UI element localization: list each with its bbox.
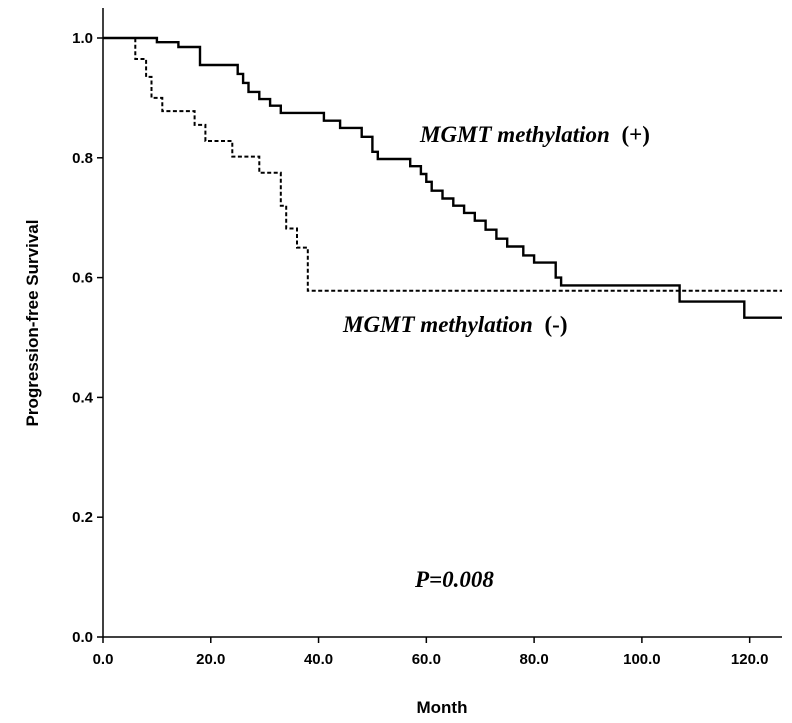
x-tick-label: 20.0 xyxy=(196,651,225,668)
series-line-positive xyxy=(103,36,782,319)
y-tick-label: 1.0 xyxy=(72,30,93,47)
x-axis-ticks: 0.0 20.0 40.0 60.0 80.0 100.0 120.0 xyxy=(93,637,769,668)
x-tick-label: 120.0 xyxy=(731,651,769,668)
y-axis-ticks: 0.0 0.2 0.4 0.6 0.8 1.0 xyxy=(72,30,103,646)
series-label-positive: MGMT methylation (+) xyxy=(419,122,650,147)
x-tick-label: 0.0 xyxy=(93,651,114,668)
x-tick-label: 40.0 xyxy=(304,651,333,668)
plot-area: 0.0 20.0 40.0 60.0 80.0 100.0 120.0 0.00.20.40… xyxy=(72,8,782,668)
x-tick-label: 80.0 xyxy=(520,651,549,668)
series-label-negative: MGMT methylation (-) xyxy=(342,312,568,337)
series-label-negative-sign: (-) xyxy=(545,312,568,337)
x-tick-label: 100.0 xyxy=(623,651,661,668)
series-label-positive-text: MGMT methylation xyxy=(419,122,610,147)
y-tick-label: 0.6 xyxy=(72,270,93,287)
x-axis-title: Month xyxy=(417,698,468,717)
y-tick-label: 0.8 xyxy=(72,150,93,167)
series-line-negative xyxy=(103,37,782,292)
series-label-positive-sign: (+) xyxy=(622,122,650,147)
x-tick-label: 60.0 xyxy=(412,651,441,668)
y-axis-title: Progression-free Survival xyxy=(23,220,42,427)
series-layer xyxy=(103,36,782,319)
y-tick-label: 0.4 xyxy=(72,389,94,406)
p-value-annotation: P=0.008 xyxy=(414,567,494,592)
y-tick-label: 0.0 xyxy=(72,629,93,646)
y-tick-label: 0.2 xyxy=(72,509,93,526)
series-label-negative-text: MGMT methylation xyxy=(342,312,533,337)
